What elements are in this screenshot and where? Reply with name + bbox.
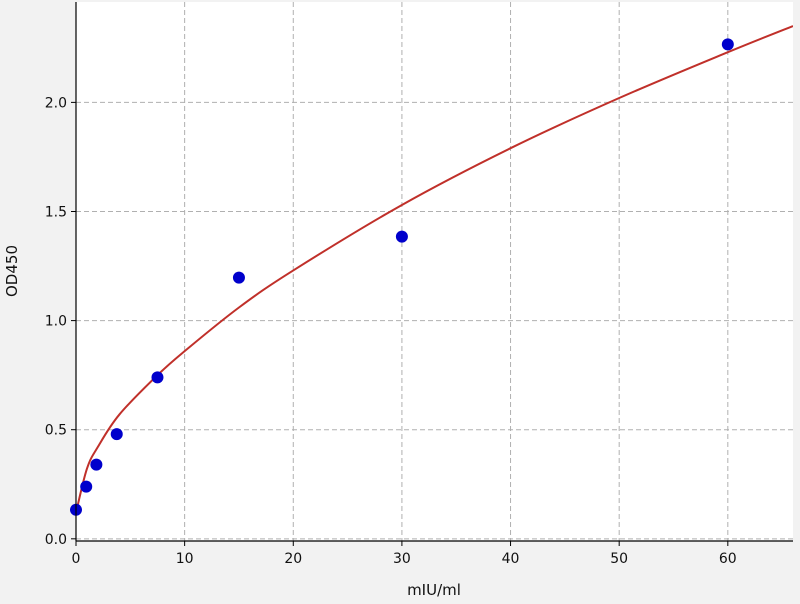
- x-tick-label: 10: [176, 551, 194, 567]
- data-point: [721, 38, 734, 51]
- x-tick-label: 40: [502, 551, 520, 567]
- y-axis-label: OD450: [3, 245, 21, 297]
- axes: [75, 2, 793, 542]
- y-tick-label: 1.5: [45, 204, 67, 220]
- data-point: [110, 428, 123, 441]
- data-point: [90, 458, 103, 471]
- x-axis-label: mIU/ml: [407, 581, 461, 599]
- x-tick-label: 50: [610, 551, 628, 567]
- x-ticks: 0 10 20 30 40 50 60: [72, 541, 737, 567]
- x-tick-label: 20: [284, 551, 302, 567]
- data-point: [232, 271, 245, 284]
- x-tick-label: 0: [72, 551, 81, 567]
- fit-curve-line: [76, 25, 793, 513]
- y-tick-label: 0.5: [45, 423, 67, 439]
- y-tick-label: 1.0: [45, 314, 67, 330]
- fit-curve-group: [76, 25, 793, 513]
- y-ticks: 0.0 0.5 1.0 1.5 2.0: [45, 95, 76, 548]
- plot-area: [76, 2, 793, 541]
- grid: [75, 2, 793, 541]
- data-points-group: [70, 38, 734, 516]
- data-point: [151, 371, 164, 384]
- y-tick-label: 0.0: [45, 532, 67, 548]
- x-tick-label: 30: [393, 551, 411, 567]
- data-point: [395, 230, 408, 243]
- y-tick-label: 2.0: [45, 95, 67, 111]
- data-point: [80, 480, 93, 493]
- x-tick-label: 60: [719, 551, 737, 567]
